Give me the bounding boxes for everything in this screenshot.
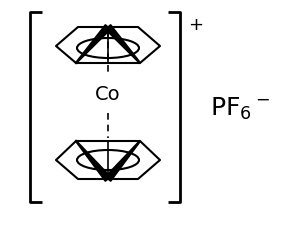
Text: PF$_6$$^-$: PF$_6$$^-$ (210, 96, 270, 122)
Polygon shape (105, 25, 140, 63)
Text: Co: Co (95, 85, 121, 104)
Polygon shape (76, 141, 111, 181)
Polygon shape (76, 25, 111, 63)
Polygon shape (105, 141, 140, 181)
Text: +: + (188, 16, 203, 34)
